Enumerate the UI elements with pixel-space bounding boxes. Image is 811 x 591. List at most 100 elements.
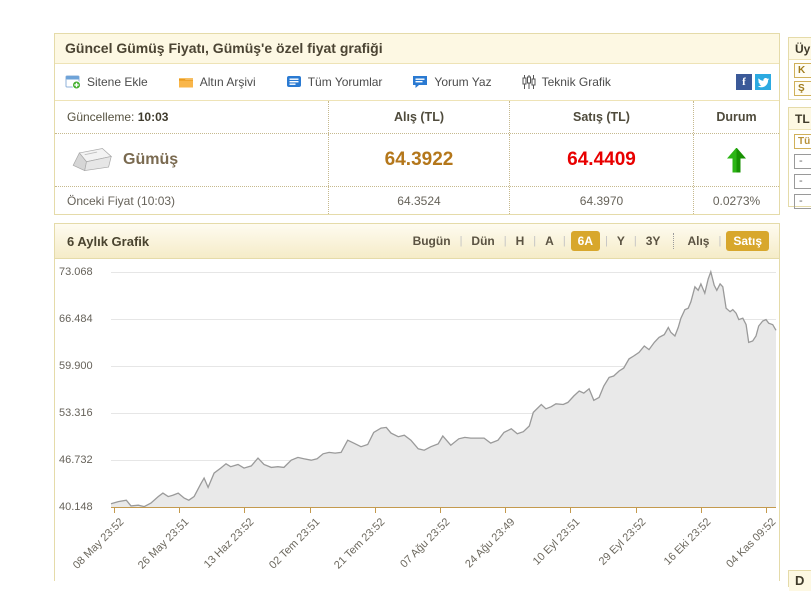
- tl-row-value: -: [794, 194, 811, 209]
- gridline: [111, 319, 776, 320]
- gridline: [111, 366, 776, 367]
- silver-info-panel: Güncel Gümüş Fiyatı, Gümüş'e özel fiyat …: [54, 33, 780, 215]
- add-widget-icon: [65, 74, 81, 90]
- page-title: Güncel Gümüş Fiyatı, Gümüş'e özel fiyat …: [55, 34, 779, 64]
- previous-price-row: Önceki Fiyat (10:03) 64.3524 64.3970 0.0…: [55, 187, 779, 214]
- password-field[interactable]: Ş: [794, 81, 811, 96]
- update-time: 10:03: [137, 110, 169, 124]
- update-label: Güncelleme:: [67, 110, 135, 124]
- gridline: [111, 272, 776, 273]
- tab-separator: |: [503, 235, 507, 247]
- tl-all-button[interactable]: Tü: [794, 134, 811, 149]
- tab-separator: |: [562, 235, 566, 247]
- x-axis-line: [111, 507, 776, 508]
- tab-separator: |: [718, 235, 722, 247]
- price-table-header: Güncelleme: 10:03 Alış (TL) Satış (TL) D…: [55, 101, 779, 134]
- toolbar-link-teknik-grafik[interactable]: Teknik Grafik: [522, 74, 611, 90]
- y-axis-label: 46.732: [59, 454, 93, 466]
- tab-3y[interactable]: 3Y: [645, 234, 661, 248]
- x-axis-tick: [244, 508, 246, 513]
- toolbar-link-label: Yorum Yaz: [434, 75, 492, 89]
- buy-price: 64.3922: [384, 149, 454, 170]
- up-arrow-icon: [727, 147, 746, 173]
- twitter-icon[interactable]: [755, 74, 771, 90]
- member-login-panel: Üy K Ş: [788, 37, 811, 100]
- tl-row-value: -: [794, 154, 811, 169]
- tab-separator: |: [459, 235, 463, 247]
- chart-header: 6 Aylık Grafik Bugün | Dün | H | A | 6A | Y | 3Y Alış…: [55, 224, 779, 259]
- comments-icon: [286, 74, 302, 90]
- tab-alış[interactable]: Alış: [687, 234, 710, 248]
- update-time-cell: Güncelleme: 10:03: [55, 101, 328, 133]
- chart-plot-area: 73.068 66.484 59.900 53.316 46.732 40.148 08 M…: [55, 259, 779, 581]
- tl-prices-panel: TL Tü - - -: [788, 107, 811, 209]
- price-table: Güncelleme: 10:03 Alış (TL) Satış (TL) D…: [55, 101, 779, 214]
- chart-range-tabs: Bugün | Dün | H | A | 6A | Y | 3Y Alış | Satış: [409, 231, 769, 251]
- toolbar-link-yorum-yaz[interactable]: Yorum Yaz: [412, 74, 492, 90]
- toolbar-link-alt-n-ar-ivi[interactable]: Altın Arşivi: [178, 74, 256, 90]
- tab-separator: |: [633, 235, 637, 247]
- sell-price: 64.4409: [567, 149, 636, 170]
- tab-y[interactable]: Y: [616, 234, 625, 248]
- x-axis-tick: [374, 508, 376, 513]
- x-axis-tick: [700, 508, 702, 513]
- column-header-status: Durum: [693, 101, 779, 133]
- social-links: f: [736, 74, 771, 90]
- tab-separator: |: [605, 235, 608, 247]
- tab-separator: |: [533, 235, 537, 247]
- facebook-icon[interactable]: f: [736, 74, 752, 90]
- previous-buy-price: 64.3524: [328, 187, 509, 214]
- toolbar-link-label: Teknik Grafik: [541, 75, 611, 89]
- x-axis-tick: [635, 508, 637, 513]
- x-axis-tick: [179, 508, 181, 513]
- tab-dün[interactable]: Dün: [471, 234, 495, 248]
- column-header-sell: Satış (TL): [509, 101, 693, 133]
- tab-6a[interactable]: 6A: [570, 231, 601, 251]
- x-axis-tick: [570, 508, 572, 513]
- member-login-title: Üy: [789, 38, 811, 60]
- y-axis-label: 73.068: [59, 266, 93, 278]
- y-axis-label: 66.484: [59, 313, 93, 325]
- toolbar-link-label: Tüm Yorumlar: [307, 75, 383, 89]
- tab-group-divider: [673, 233, 675, 249]
- x-axis-tick: [766, 508, 767, 513]
- toolbar-link-t-m-yorumlar[interactable]: Tüm Yorumlar: [286, 74, 383, 90]
- toolbar-link-label: Altın Arşivi: [199, 75, 256, 89]
- archive-folder-icon: [178, 74, 194, 90]
- x-axis-tick: [440, 508, 441, 513]
- bottom-panel-title: D: [789, 571, 811, 591]
- tab-satış[interactable]: Satış: [726, 231, 769, 251]
- write-comment-icon: [412, 74, 428, 90]
- toolbar-links: Sitene Ekle Altın Arşivi Tüm Yorumlar Yorum…: [65, 74, 611, 90]
- bottom-sidebar-panel: D: [788, 570, 811, 591]
- candlestick-icon: [522, 74, 536, 90]
- tab-bugün[interactable]: Bugün: [412, 234, 451, 248]
- toolbar: Sitene Ekle Altın Arşivi Tüm Yorumlar Yorum…: [55, 64, 779, 101]
- tl-panel-title: TL: [789, 108, 811, 130]
- chart-title: 6 Aylık Grafik: [67, 233, 150, 249]
- tab-a[interactable]: A: [545, 234, 554, 248]
- instrument-cell: Gümüş: [55, 134, 328, 186]
- tl-row-value: -: [794, 174, 811, 189]
- username-field[interactable]: K: [794, 63, 811, 78]
- x-axis-tick: [505, 508, 507, 513]
- column-header-buy: Alış (TL): [328, 101, 509, 133]
- y-axis-label: 59.900: [59, 360, 93, 372]
- main-column: Güncel Gümüş Fiyatı, Gümüş'e özel fiyat …: [54, 33, 780, 581]
- change-percent: 0.0273%: [693, 187, 779, 214]
- y-axis-label: 53.316: [59, 407, 93, 419]
- tab-h[interactable]: H: [515, 234, 525, 248]
- silver-ingot-icon: [72, 148, 112, 172]
- instrument-name: Gümüş: [123, 151, 179, 168]
- y-axis-label: 40.148: [59, 501, 93, 513]
- toolbar-link-label: Sitene Ekle: [87, 75, 148, 89]
- gridline: [111, 413, 776, 414]
- toolbar-link-sitene-ekle[interactable]: Sitene Ekle: [65, 74, 148, 90]
- chart-panel: 6 Aylık Grafik Bugün | Dün | H | A | 6A | Y | 3Y Alış…: [54, 223, 780, 581]
- previous-sell-price: 64.3970: [509, 187, 693, 214]
- silver-price-row: Gümüş 64.3922 64.4409: [55, 134, 779, 187]
- x-axis-tick: [114, 508, 115, 513]
- price-area-series: [110, 269, 777, 508]
- twitter-bird-icon: [757, 77, 769, 87]
- x-axis-tick: [309, 508, 311, 513]
